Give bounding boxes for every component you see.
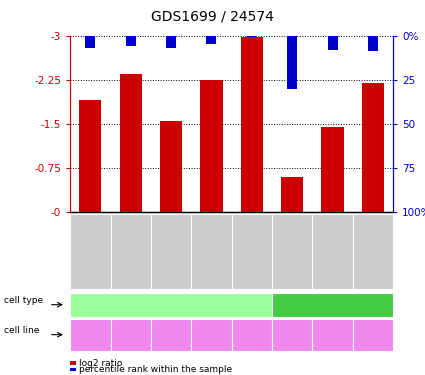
Bar — [241, 37, 263, 212]
Text: MDA
PCa 2b: MDA PCa 2b — [118, 328, 143, 341]
Bar — [166, 36, 176, 48]
Bar — [362, 82, 384, 212]
Text: DU 145: DU 145 — [360, 332, 386, 338]
Text: GSM91916: GSM91916 — [289, 231, 295, 271]
Bar — [126, 36, 136, 46]
Bar — [200, 80, 223, 212]
Text: GSM91921: GSM91921 — [168, 231, 174, 271]
Bar — [119, 74, 142, 212]
Bar — [368, 36, 378, 51]
Text: LAPC-4: LAPC-4 — [77, 332, 103, 338]
Text: GSM91920: GSM91920 — [370, 231, 376, 271]
Text: LNCa
P: LNCa P — [162, 328, 181, 341]
Bar — [281, 177, 303, 212]
Text: MDA
PCa 2a: MDA PCa 2a — [239, 328, 264, 341]
Text: GSM91919: GSM91919 — [128, 231, 134, 271]
Text: log2 ratio: log2 ratio — [79, 358, 122, 368]
Text: GSM91918: GSM91918 — [87, 231, 94, 271]
Text: androgen sensitive: androgen sensitive — [125, 300, 218, 310]
Text: GSM91917: GSM91917 — [329, 231, 336, 271]
Text: PPC-1: PPC-1 — [282, 332, 303, 338]
Text: androgen insensitive: androgen insensitive — [281, 300, 384, 310]
Text: GDS1699 / 24574: GDS1699 / 24574 — [151, 9, 274, 23]
Text: cell type: cell type — [4, 296, 43, 304]
Text: percentile rank within the sample: percentile rank within the sample — [79, 365, 232, 374]
Text: cell line: cell line — [4, 326, 40, 334]
Text: GSM91922: GSM91922 — [208, 231, 215, 271]
Text: 22Rv1: 22Rv1 — [200, 332, 223, 338]
Bar — [160, 121, 182, 212]
Bar — [247, 36, 257, 38]
Bar — [79, 100, 102, 212]
Bar — [207, 36, 216, 45]
Bar — [85, 36, 95, 48]
Text: PC-3: PC-3 — [324, 332, 341, 338]
Bar — [287, 36, 297, 88]
Text: GSM91923: GSM91923 — [249, 231, 255, 271]
Bar — [321, 127, 344, 212]
Bar — [328, 36, 337, 50]
